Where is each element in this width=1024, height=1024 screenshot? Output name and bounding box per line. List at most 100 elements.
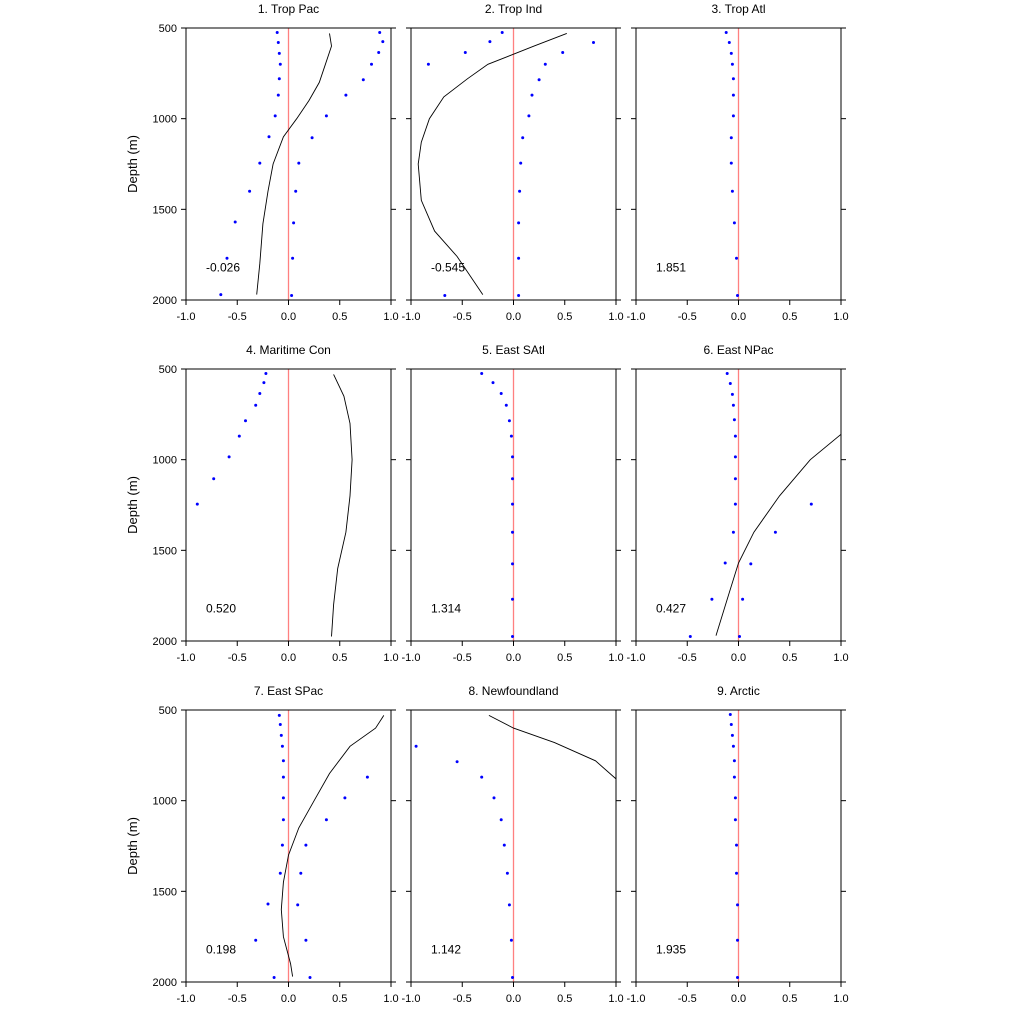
data-point [543, 62, 547, 66]
data-point [264, 372, 268, 375]
data-point [281, 775, 285, 779]
data-point [258, 392, 262, 395]
panel-title: 7. East SPac [254, 684, 323, 698]
x-tick-label: -1.0 [177, 311, 196, 323]
data-point [254, 938, 258, 942]
data-point [291, 256, 295, 260]
panel-title: 8. Newfoundland [468, 684, 558, 698]
panel-5: -1.0 -0.5 0.0 0.5 1.0 5. East SAtl 1.314 [402, 343, 624, 664]
x-tick-label: -0.5 [228, 311, 247, 323]
x-tick-label: -0.5 [453, 652, 472, 664]
panel-title: 6. East NPac [703, 343, 773, 357]
panel-8: -1.0 -0.5 0.0 0.5 1.0 8. Newfoundland 1.142 [402, 684, 624, 1005]
data-point [731, 403, 735, 407]
x-tick-label: 0.5 [332, 311, 347, 323]
x-tick-label: 0.0 [731, 311, 746, 323]
x-tick-label: -0.5 [228, 652, 247, 664]
data-point [511, 530, 514, 534]
data-point [258, 161, 262, 165]
data-point [733, 455, 737, 459]
data-point [480, 372, 484, 375]
data-point [507, 419, 511, 423]
x-tick-label: -0.5 [453, 311, 472, 323]
y-tick-label: 500 [159, 364, 177, 376]
x-tick-label: -1.0 [402, 652, 421, 664]
x-tick-label: 0.5 [782, 652, 797, 664]
data-point [731, 530, 735, 534]
data-point [736, 938, 739, 942]
data-point [511, 477, 514, 481]
data-point [290, 294, 294, 297]
x-tick-label: -1.0 [177, 993, 196, 1005]
data-point [507, 903, 511, 907]
data-point [729, 161, 733, 165]
data-point [254, 403, 258, 407]
data-point [728, 713, 732, 716]
data-point [731, 93, 735, 97]
x-tick-label: 0.5 [782, 993, 797, 1005]
x-tick-label: -0.5 [678, 993, 697, 1005]
data-point [729, 51, 733, 55]
x-tick-label: 1.0 [383, 311, 398, 323]
panel-7: -1.0 -0.5 0.0 0.5 1.0 500 1000 1500 2000 7. East … [125, 684, 399, 1005]
x-tick-label: 1.0 [608, 311, 623, 323]
data-point [732, 775, 736, 779]
panel-annotation: 0.520 [206, 601, 236, 615]
x-tick-label: 1.0 [608, 993, 623, 1005]
panel-annotation: -0.545 [431, 260, 465, 274]
panel-annotation: 1.314 [431, 601, 461, 615]
data-point [736, 903, 739, 907]
data-point [735, 871, 738, 875]
data-point [297, 161, 301, 165]
data-point [688, 635, 692, 638]
data-point [266, 902, 270, 906]
data-point [491, 381, 495, 385]
y-tick-label: 1000 [153, 796, 177, 808]
y-axis-label: Depth (m) [125, 135, 140, 193]
data-point [455, 760, 459, 764]
data-point [736, 976, 739, 979]
y-tick-label: 500 [159, 705, 177, 717]
data-point [710, 597, 714, 601]
data-point [809, 502, 813, 506]
x-tick-label: 1.0 [608, 652, 623, 664]
data-point [488, 40, 492, 44]
data-point [502, 843, 506, 847]
data-point [727, 41, 731, 44]
data-point [414, 744, 418, 748]
x-tick-label: -1.0 [627, 993, 646, 1005]
data-point [281, 818, 285, 822]
data-point [592, 41, 595, 44]
data-point [492, 796, 496, 800]
panel-title: 3. Trop Atl [711, 2, 765, 16]
x-tick-label: 0.0 [731, 993, 746, 1005]
y-tick-label: 1500 [153, 886, 177, 898]
data-point [280, 843, 284, 847]
data-point [517, 256, 521, 260]
data-point [212, 477, 216, 481]
data-point [365, 775, 369, 779]
data-point [735, 843, 738, 847]
data-point [500, 31, 504, 34]
data-point [275, 31, 279, 34]
data-point [304, 843, 308, 847]
y-axis-label: Depth (m) [125, 817, 140, 875]
data-point [276, 41, 280, 44]
data-point [233, 220, 237, 224]
data-point [262, 381, 266, 385]
data-point [280, 744, 284, 748]
data-point [731, 114, 735, 118]
data-point [725, 372, 729, 375]
panel-1: -1.0 -0.5 0.0 0.5 1.0 500 1000 1500 2000 1. Trop … [125, 2, 399, 323]
y-tick-label: 1000 [153, 455, 177, 467]
data-point [426, 62, 430, 66]
y-tick-label: 2000 [153, 295, 177, 307]
data-point [299, 871, 303, 875]
profile-curve [417, 32, 567, 295]
data-point [273, 114, 277, 118]
data-point [729, 136, 733, 140]
data-point [499, 392, 503, 395]
x-tick-label: 0.5 [332, 652, 347, 664]
data-point [277, 77, 281, 81]
